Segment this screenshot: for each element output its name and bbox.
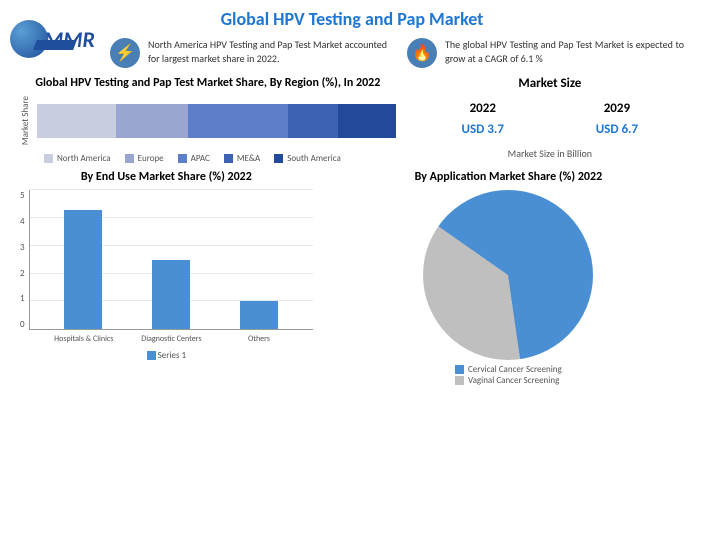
globe-icon bbox=[10, 20, 48, 58]
bar-yaxis: 543210 bbox=[20, 190, 29, 330]
bar-xaxis-labels: Hospitals & ClinicsDiagnostic CentersOth… bbox=[20, 330, 313, 344]
region-segment bbox=[288, 104, 338, 138]
legend-item: South America bbox=[274, 153, 341, 164]
legend-label: Europe bbox=[138, 153, 164, 164]
fact-text: North America HPV Testing and Pap Test M… bbox=[148, 38, 387, 68]
bar bbox=[240, 301, 278, 329]
market-size-col: 2029 USD 6.7 bbox=[596, 101, 638, 137]
legend-item: North America bbox=[44, 153, 111, 164]
bar-chart: By End Use Market Share (%) 2022 543210 … bbox=[20, 170, 313, 390]
bar-legend-label: Series 1 bbox=[158, 350, 186, 361]
region-chart: Global HPV Testing and Pap Test Market S… bbox=[20, 76, 396, 164]
logo: MMR bbox=[10, 20, 95, 58]
legend-swatch-icon bbox=[274, 154, 283, 163]
market-size-subtitle: Market Size in Billion bbox=[416, 147, 684, 160]
facts-row: ⚡ North America HPV Testing and Pap Test… bbox=[0, 34, 704, 76]
bar-chart-title: By End Use Market Share (%) 2022 bbox=[20, 170, 313, 184]
legend-item: Vaginal Cancer Screening bbox=[455, 375, 562, 386]
bar-label: Diagnostic Centers bbox=[128, 334, 216, 344]
fact-text: The global HPV Testing and Pap Test Mark… bbox=[445, 38, 684, 68]
legend-swatch-icon bbox=[125, 154, 134, 163]
region-chart-title: Global HPV Testing and Pap Test Market S… bbox=[20, 76, 396, 90]
legend-swatch-icon bbox=[44, 154, 53, 163]
ms-year: 2029 bbox=[596, 101, 638, 116]
market-size-title: Market Size bbox=[416, 76, 684, 91]
ms-value: USD 3.7 bbox=[462, 122, 504, 137]
legend-item: ME&A bbox=[224, 153, 260, 164]
ms-year: 2022 bbox=[462, 101, 504, 116]
bar bbox=[152, 260, 190, 330]
fact-item: 🔥 The global HPV Testing and Pap Test Ma… bbox=[407, 38, 684, 68]
legend-item: Cervical Cancer Screening bbox=[455, 364, 562, 375]
bar bbox=[64, 210, 102, 330]
bolt-icon: ⚡ bbox=[110, 38, 140, 68]
pie-chart-title: By Application Market Share (%) 2022 bbox=[333, 170, 684, 184]
legend-swatch-icon bbox=[178, 154, 187, 163]
region-segment bbox=[37, 104, 116, 138]
legend-item: Europe bbox=[125, 153, 164, 164]
bar-legend: Series 1 bbox=[20, 350, 313, 361]
legend-swatch-icon bbox=[455, 376, 464, 385]
stacked-bar bbox=[37, 104, 396, 138]
bar-plot bbox=[29, 190, 313, 330]
flame-icon: 🔥 bbox=[407, 38, 437, 68]
region-segment bbox=[338, 104, 395, 138]
legend-swatch-icon bbox=[147, 351, 156, 360]
market-size-panel: Market Size 2022 USD 3.7 2029 USD 6.7 Ma… bbox=[416, 76, 684, 164]
market-size-col: 2022 USD 3.7 bbox=[462, 101, 504, 137]
region-segment bbox=[116, 104, 188, 138]
legend-label: Cervical Cancer Screening bbox=[468, 364, 562, 375]
pie-plot bbox=[423, 190, 593, 360]
fact-item: ⚡ North America HPV Testing and Pap Test… bbox=[110, 38, 387, 68]
region-legend: North America Europe APAC ME&A South America bbox=[44, 153, 396, 164]
page-title: Global HPV Testing and Pap Market bbox=[0, 8, 704, 30]
pie-legend: Cervical Cancer ScreeningVaginal Cancer … bbox=[455, 364, 562, 386]
legend-label: ME&A bbox=[237, 153, 260, 164]
legend-label: North America bbox=[57, 153, 111, 164]
pie-chart: By Application Market Share (%) 2022 Cer… bbox=[333, 170, 684, 390]
legend-item: APAC bbox=[178, 153, 210, 164]
bar-label: Others bbox=[215, 334, 303, 344]
legend-label: APAC bbox=[191, 153, 210, 164]
region-ylabel: Market Share bbox=[20, 96, 31, 145]
legend-label: South America bbox=[287, 153, 341, 164]
legend-swatch-icon bbox=[224, 154, 233, 163]
bar-label: Hospitals & Clinics bbox=[40, 334, 128, 344]
region-segment bbox=[188, 104, 288, 138]
legend-swatch-icon bbox=[455, 365, 464, 374]
legend-label: Vaginal Cancer Screening bbox=[468, 375, 559, 386]
header: Global HPV Testing and Pap Market bbox=[0, 0, 704, 34]
ms-value: USD 6.7 bbox=[596, 122, 638, 137]
